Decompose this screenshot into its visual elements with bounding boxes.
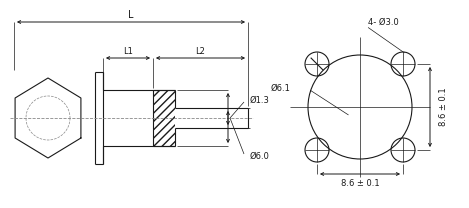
Text: 8.6 ± 0.1: 8.6 ± 0.1 <box>439 88 448 126</box>
Text: L: L <box>128 10 134 20</box>
Bar <box>153 90 175 146</box>
Text: Ø6.0: Ø6.0 <box>250 151 270 161</box>
Text: L2: L2 <box>196 47 205 56</box>
Text: 8.6 ± 0.1: 8.6 ± 0.1 <box>340 180 379 188</box>
Text: L1: L1 <box>123 47 133 56</box>
Text: Ø1.3: Ø1.3 <box>250 95 270 104</box>
Text: Ø6.1: Ø6.1 <box>270 84 290 93</box>
Text: 4- Ø3.0: 4- Ø3.0 <box>368 17 399 26</box>
